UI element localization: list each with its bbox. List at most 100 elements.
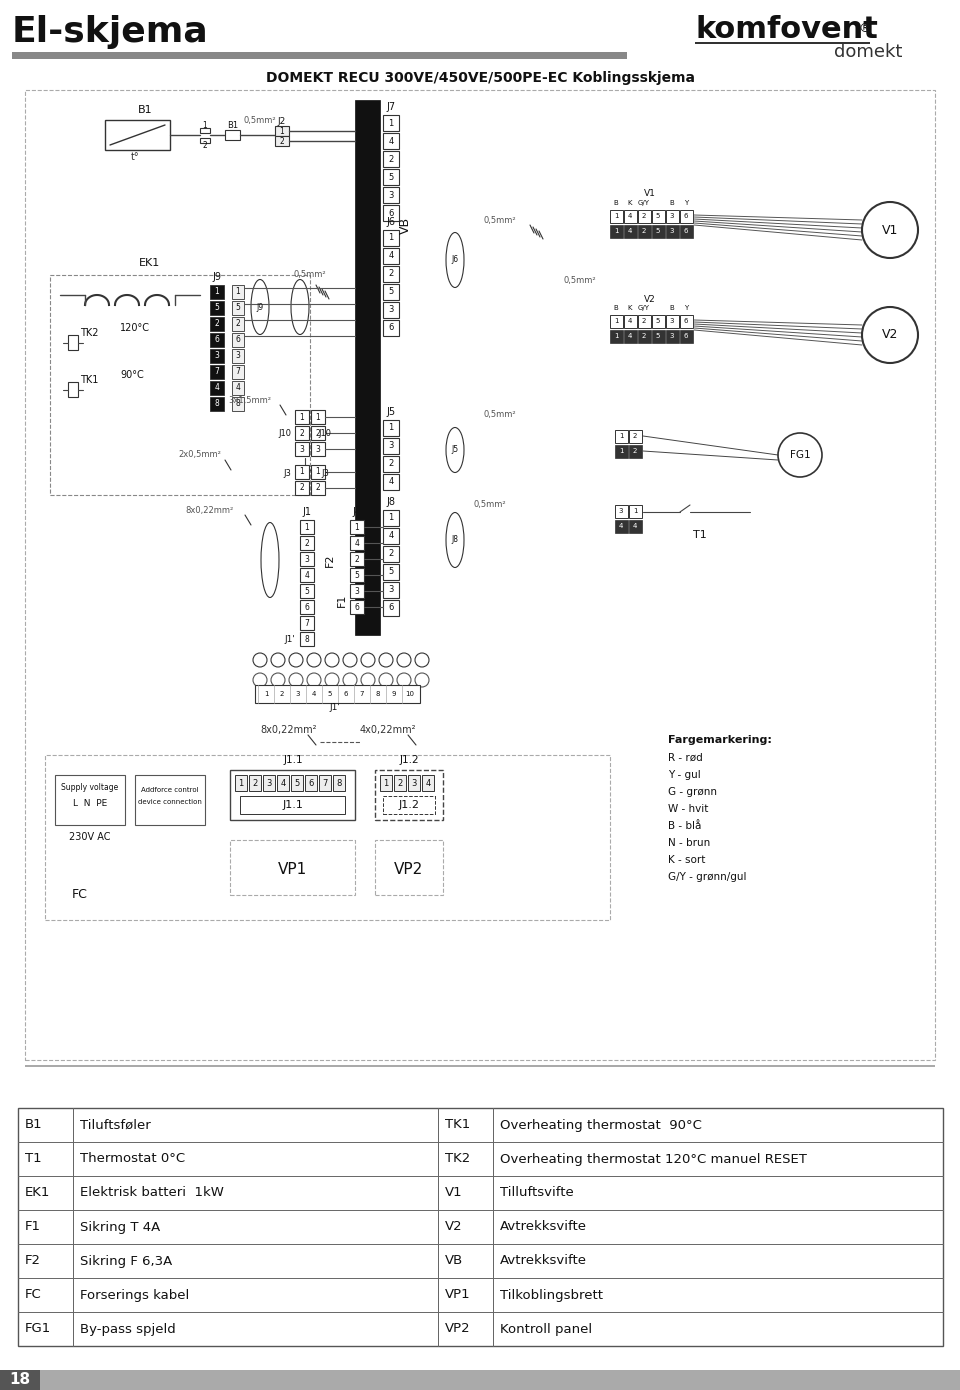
- Text: domekt: domekt: [834, 43, 902, 61]
- Bar: [615, 505, 628, 518]
- Text: 0,5mm²: 0,5mm²: [473, 500, 506, 510]
- Bar: [610, 210, 623, 222]
- Bar: [615, 520, 628, 532]
- Bar: [383, 115, 399, 131]
- Text: V1: V1: [882, 224, 899, 236]
- Bar: [383, 564, 399, 580]
- Bar: [300, 632, 314, 646]
- Bar: [422, 776, 434, 791]
- Text: 4: 4: [628, 334, 633, 339]
- Text: 1: 1: [300, 413, 304, 421]
- Bar: [0, 1371, 960, 1390]
- Text: 2: 2: [389, 154, 394, 164]
- Bar: [383, 528, 399, 543]
- Text: 6: 6: [235, 335, 240, 345]
- Bar: [383, 438, 399, 455]
- Bar: [135, 776, 205, 826]
- Text: F2: F2: [25, 1255, 41, 1268]
- Text: J1.2: J1.2: [398, 801, 420, 810]
- Text: 4: 4: [389, 136, 394, 146]
- Text: 4x0,22mm²: 4x0,22mm²: [360, 726, 417, 735]
- Bar: [383, 320, 399, 336]
- Text: K - sort: K - sort: [668, 855, 706, 865]
- Text: 1: 1: [613, 318, 618, 324]
- Text: EK1: EK1: [25, 1187, 50, 1200]
- Text: 1: 1: [613, 228, 618, 234]
- Bar: [375, 770, 443, 820]
- Text: 2: 2: [389, 460, 394, 468]
- Bar: [50, 275, 310, 495]
- Bar: [629, 520, 642, 532]
- Text: 6: 6: [684, 228, 688, 234]
- Text: Thermostat 0°C: Thermostat 0°C: [80, 1152, 185, 1165]
- Bar: [610, 225, 623, 238]
- Text: J9: J9: [256, 303, 264, 311]
- Text: 3x1,5mm²: 3x1,5mm²: [228, 396, 272, 404]
- Bar: [680, 225, 693, 238]
- Bar: [210, 334, 224, 348]
- Text: 3: 3: [670, 318, 674, 324]
- Text: Forserings kabel: Forserings kabel: [80, 1289, 189, 1301]
- Text: 5: 5: [304, 587, 309, 595]
- Text: 4: 4: [354, 538, 359, 548]
- Text: 3: 3: [266, 778, 272, 788]
- Text: J1.1: J1.1: [282, 801, 303, 810]
- Text: VB: VB: [398, 217, 412, 234]
- Text: 2: 2: [633, 448, 637, 455]
- Text: J3: J3: [321, 468, 329, 478]
- Text: 3: 3: [300, 445, 304, 453]
- Text: 3: 3: [316, 445, 321, 453]
- Bar: [638, 316, 651, 328]
- Bar: [333, 776, 345, 791]
- Bar: [638, 225, 651, 238]
- Text: DOMEKT RECU 300VE/450VE/500PE-EC Koblingsskjema: DOMEKT RECU 300VE/450VE/500PE-EC Kobling…: [266, 71, 694, 85]
- Text: Kontroll panel: Kontroll panel: [500, 1322, 592, 1336]
- Text: 4: 4: [628, 318, 633, 324]
- Text: 1: 1: [264, 691, 268, 696]
- Text: 3: 3: [619, 507, 623, 514]
- Text: 8: 8: [215, 399, 220, 409]
- Text: J6: J6: [451, 256, 459, 264]
- Bar: [383, 302, 399, 318]
- Text: 1: 1: [203, 121, 207, 129]
- Text: 1: 1: [633, 507, 637, 514]
- Text: 2: 2: [642, 318, 646, 324]
- Text: 2: 2: [304, 538, 309, 548]
- Text: 4: 4: [280, 778, 286, 788]
- Text: El-skjema: El-skjema: [12, 15, 208, 49]
- Bar: [375, 840, 443, 895]
- Text: 1: 1: [316, 467, 321, 477]
- Text: 1: 1: [389, 118, 394, 128]
- Bar: [311, 466, 325, 480]
- Text: B: B: [670, 304, 674, 311]
- Bar: [319, 776, 331, 791]
- Bar: [383, 284, 399, 300]
- Bar: [638, 329, 651, 343]
- Bar: [350, 584, 364, 598]
- Text: J10: J10: [278, 430, 292, 438]
- Text: V1: V1: [445, 1187, 463, 1200]
- Text: 2: 2: [389, 270, 394, 278]
- Text: 120°C: 120°C: [120, 322, 150, 334]
- Bar: [210, 302, 224, 316]
- Text: TK2: TK2: [445, 1152, 470, 1165]
- Text: J10: J10: [319, 430, 331, 438]
- Text: 3: 3: [670, 228, 674, 234]
- Text: 4: 4: [312, 691, 316, 696]
- Text: 1: 1: [389, 513, 394, 523]
- Bar: [350, 600, 364, 614]
- Bar: [295, 425, 309, 441]
- Bar: [383, 152, 399, 167]
- Bar: [200, 138, 210, 143]
- Text: 7: 7: [304, 619, 309, 627]
- Text: 2: 2: [354, 555, 359, 563]
- Text: Sikring T 4A: Sikring T 4A: [80, 1220, 160, 1233]
- Bar: [240, 796, 345, 815]
- Text: 4: 4: [628, 228, 633, 234]
- Text: TK1: TK1: [80, 375, 98, 385]
- Bar: [311, 442, 325, 456]
- Bar: [210, 349, 224, 363]
- Text: Tilkoblingsbrett: Tilkoblingsbrett: [500, 1289, 603, 1301]
- Text: Overheating thermostat 120°C manuel RESET: Overheating thermostat 120°C manuel RESE…: [500, 1152, 806, 1165]
- Bar: [624, 210, 637, 222]
